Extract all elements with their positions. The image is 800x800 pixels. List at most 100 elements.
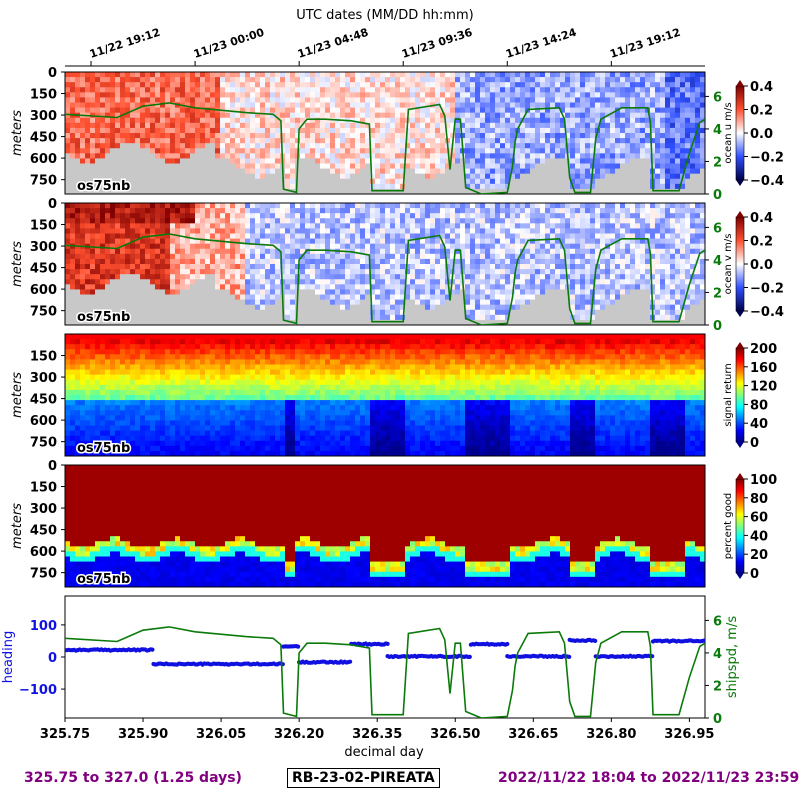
heatmap-cell xyxy=(150,188,156,194)
heatmap-cell xyxy=(85,309,91,316)
heatmap-cell xyxy=(65,279,71,285)
heatmap-cell xyxy=(570,102,576,108)
heatmap-cell xyxy=(495,117,501,124)
heatmap-cell xyxy=(150,279,156,285)
heatmap-cell xyxy=(115,97,121,103)
heatmap-cell xyxy=(65,299,71,306)
heatmap-cell xyxy=(305,304,311,311)
heatmap-cell xyxy=(580,127,586,134)
heatmap-cell xyxy=(395,314,401,321)
heatmap-cell xyxy=(150,143,156,149)
heatmap-cell xyxy=(265,183,271,190)
heatmap-cell xyxy=(535,168,541,175)
heatmap-cell xyxy=(475,183,481,190)
heatmap-cell xyxy=(300,264,306,270)
heatmap-cell xyxy=(440,248,446,255)
heatmap-cell xyxy=(295,248,301,255)
heatmap-cell xyxy=(385,127,391,134)
heatmap-cell xyxy=(395,274,401,280)
heatmap-cell xyxy=(430,243,436,250)
heatmap-cell xyxy=(270,248,276,255)
heatmap-cell xyxy=(375,279,381,285)
heatmap-cell xyxy=(100,269,106,275)
heatmap-cell xyxy=(250,248,256,255)
heatmap-cell xyxy=(165,97,171,103)
heatmap-cell xyxy=(255,158,261,164)
heatmap-cell xyxy=(115,269,121,275)
heatmap-cell xyxy=(285,309,291,316)
heatmap-cell xyxy=(405,77,411,83)
heatmap-cell xyxy=(650,92,656,98)
heatmap-cell xyxy=(465,92,471,98)
heatmap-cell xyxy=(265,168,271,175)
heatmap-cell xyxy=(320,183,326,190)
heatmap-cell xyxy=(695,72,701,78)
heatmap-cell xyxy=(100,208,106,214)
heatmap-cell xyxy=(665,138,671,144)
heatmap-cell xyxy=(295,233,301,239)
heatmap-cell xyxy=(290,203,296,209)
heatmap-cell xyxy=(185,107,191,114)
heatmap-cell xyxy=(285,258,291,265)
heatmap-cell xyxy=(550,87,556,93)
heatmap-cell xyxy=(515,143,521,149)
heatmap-cell xyxy=(400,117,406,124)
heatmap-cell xyxy=(610,117,616,124)
heatmap-cell xyxy=(485,107,491,114)
heatmap-cell xyxy=(450,77,456,83)
heatmap-cell xyxy=(320,122,326,129)
heatmap-cell xyxy=(465,143,471,149)
heatmap-cell xyxy=(70,238,76,245)
heatmap-cell xyxy=(95,158,101,164)
heatmap-cell xyxy=(170,148,176,154)
heatmap-cell xyxy=(660,122,666,129)
heatmap-cell xyxy=(455,112,461,119)
heatmap-cell xyxy=(700,153,705,159)
heatmap-cell xyxy=(350,107,356,114)
heatmap-cell xyxy=(305,319,311,325)
heatmap-cell xyxy=(170,284,176,290)
heatmap-cell xyxy=(325,183,331,190)
heatmap-cell xyxy=(365,183,371,190)
heatmap-cell xyxy=(190,153,196,159)
heatmap-cell xyxy=(160,92,166,98)
heatmap-cell xyxy=(410,178,416,185)
heatmap-cell xyxy=(365,72,371,78)
heatmap-cell xyxy=(550,148,556,154)
heatmap-cell xyxy=(425,127,431,134)
heatmap-cell xyxy=(645,87,651,93)
heatmap-cell xyxy=(305,173,311,180)
heatmap-cell xyxy=(185,299,191,306)
heatmap-cell xyxy=(640,77,646,83)
heatmap-cell xyxy=(115,138,121,144)
heatmap-cell xyxy=(510,87,516,93)
heatmap-cell xyxy=(435,148,441,154)
heatmap-cell xyxy=(145,243,151,250)
heatmap-cell xyxy=(155,264,161,270)
heatmap-cell xyxy=(330,112,336,119)
heatmap-cell xyxy=(245,173,251,180)
heatmap-cell xyxy=(320,77,326,83)
heatmap-cell xyxy=(350,279,356,285)
heatmap-cell xyxy=(305,258,311,265)
heatmap-cell xyxy=(440,178,446,185)
heatmap-cell xyxy=(130,158,136,164)
heatmap-cell xyxy=(100,243,106,250)
heatmap-cell xyxy=(420,228,426,234)
heatmap-cell xyxy=(485,158,491,164)
heatmap-cell xyxy=(280,92,286,98)
heatmap-cell xyxy=(485,92,491,98)
heatmap-cell xyxy=(170,279,176,285)
heatmap-cell xyxy=(520,97,526,103)
heatmap-cell xyxy=(400,143,406,149)
heatmap-cell xyxy=(175,284,181,290)
heatmap-cell xyxy=(200,82,206,88)
heatmap-cell xyxy=(395,203,401,209)
heatmap-cell xyxy=(700,87,705,93)
heatmap-cell xyxy=(275,163,281,169)
heatmap-cell xyxy=(165,117,171,124)
heatmap-cell xyxy=(75,299,81,306)
heatmap-cell xyxy=(270,117,276,124)
heatmap-cell xyxy=(505,97,511,103)
heatmap-cell xyxy=(275,72,281,78)
